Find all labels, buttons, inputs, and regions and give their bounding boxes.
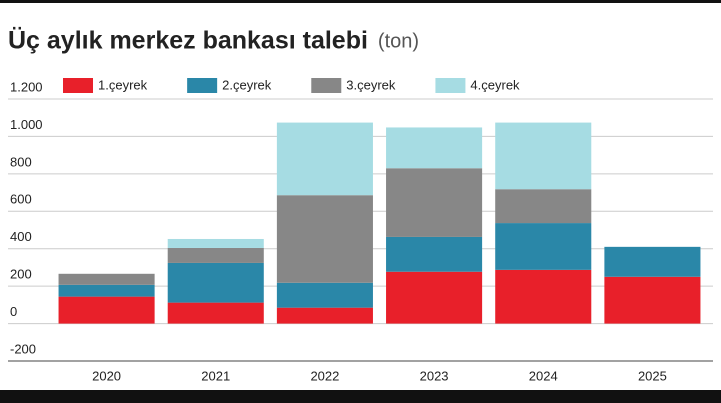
y-tick-label: 1.200 [10, 79, 43, 94]
bar-segment [167, 247, 264, 263]
bar-segment [276, 307, 373, 324]
legend-label: 1.çeyrek [98, 77, 148, 92]
x-tick-label: 2025 [638, 368, 667, 383]
chart-subtitle: (ton) [378, 30, 419, 52]
bar-segment [495, 223, 592, 270]
legend-label: 4.çeyrek [470, 77, 520, 92]
bar-segment [167, 302, 264, 324]
y-tick-label: 400 [10, 229, 32, 244]
chart-title: Üç aylık merkez bankası talebi [8, 26, 368, 55]
x-tick-label: 2024 [529, 368, 558, 383]
x-tick-label: 2023 [420, 368, 449, 383]
bar-segment [604, 246, 701, 277]
bar-segment [386, 127, 483, 169]
legend-label: 3.çeyrek [346, 77, 396, 92]
bar-segment [386, 168, 483, 237]
legend-swatch [63, 78, 93, 93]
y-tick-label: 800 [10, 154, 32, 169]
bar-segment [495, 269, 592, 324]
top-rule [0, 0, 721, 3]
y-tick-label: 200 [10, 267, 32, 282]
legend-swatch [311, 78, 342, 93]
x-tick-label: 2022 [310, 368, 339, 383]
bar-segment [386, 236, 483, 272]
bar-segment [167, 262, 264, 303]
bar-segment [276, 122, 373, 196]
bottom-rule [0, 390, 721, 403]
bar-segment [58, 273, 155, 285]
legend-label: 2.çeyrek [222, 77, 272, 92]
y-tick-label: 600 [10, 192, 32, 207]
bar-segment [495, 122, 592, 190]
legend-swatch [435, 78, 466, 93]
bar-segment [604, 276, 701, 324]
legend-swatch [187, 78, 218, 93]
bar-segment [58, 284, 155, 297]
y-tick-label: -200 [10, 341, 36, 356]
bar-segment [276, 195, 373, 283]
bar-segment [495, 189, 592, 224]
x-tick-label: 2020 [92, 368, 121, 383]
bar-segment [386, 271, 483, 324]
bar-segment [276, 282, 373, 308]
x-tick-label: 2021 [201, 368, 230, 383]
y-tick-label: 0 [10, 304, 17, 319]
bar-segment [167, 238, 264, 248]
y-tick-label: 1.000 [10, 117, 43, 132]
bar-segment [58, 296, 155, 324]
